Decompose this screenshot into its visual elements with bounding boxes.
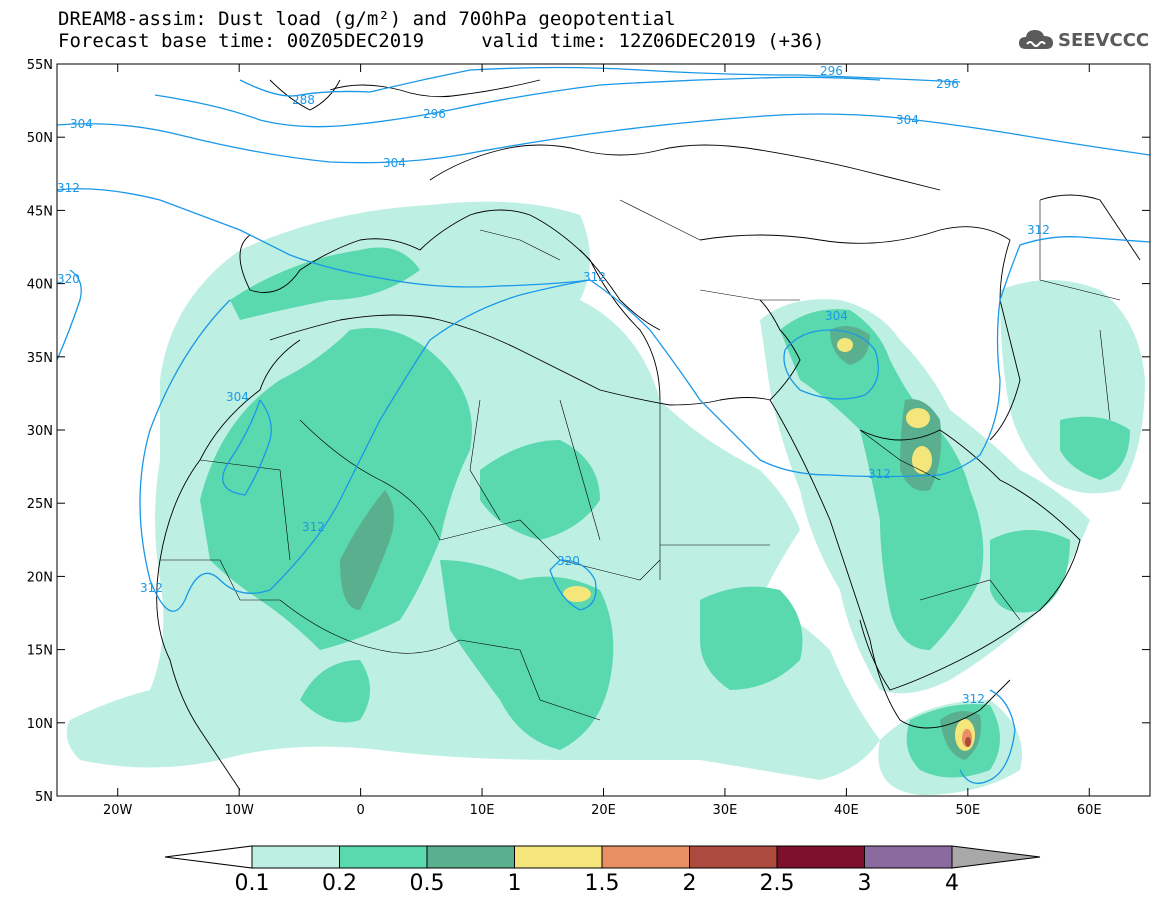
colorbar-label: 0.5 bbox=[410, 871, 445, 896]
longitude-axis: 20W 10W 0 10E 20E 30E 40E 50E 60E bbox=[103, 64, 1102, 818]
contour-label: 312 bbox=[868, 467, 891, 481]
logo-text: SEEVCCC bbox=[1058, 29, 1150, 51]
contour-labels: 296 296 296 288 304 304 304 304 304 312 … bbox=[57, 64, 1050, 706]
cloud-icon bbox=[1019, 30, 1053, 49]
lat-tick-label: 50N bbox=[27, 131, 53, 146]
contour-label: 312 bbox=[140, 581, 163, 595]
lat-tick-label: 45N bbox=[27, 204, 53, 219]
lat-tick-label: 20N bbox=[27, 570, 53, 585]
contour-label: 312 bbox=[1027, 223, 1050, 237]
contour-label: 296 bbox=[936, 77, 959, 91]
contour-label: 296 bbox=[820, 64, 843, 78]
contour-label: 296 bbox=[423, 107, 446, 121]
colorbar-swatch bbox=[689, 845, 778, 869]
colorbar-label: 1.5 bbox=[585, 871, 620, 896]
colorbar-labels: 0.1 0.2 0.5 1 1.5 2 2.5 3 4 bbox=[235, 871, 960, 896]
colorbar-swatch bbox=[514, 845, 603, 869]
contour-label: 304 bbox=[383, 156, 406, 170]
contour-label: 320 bbox=[57, 272, 80, 286]
lat-tick-label: 15N bbox=[27, 644, 53, 659]
colorbar: 0.1 0.2 0.5 1 1.5 2 2.5 3 4 bbox=[164, 845, 1041, 896]
contour-label: 304 bbox=[896, 113, 919, 127]
map-subtitle: Forecast base time: 00Z05DEC2019 valid t… bbox=[58, 30, 825, 52]
dust-field-medium bbox=[200, 247, 1130, 778]
contour-label: 312 bbox=[302, 520, 325, 534]
colorbar-label: 0.1 bbox=[235, 871, 270, 896]
colorbar-label: 1 bbox=[508, 871, 522, 896]
colorbar-label: 4 bbox=[945, 871, 959, 896]
colorbar-arrow-high bbox=[951, 845, 1041, 869]
geopotential-contours bbox=[57, 66, 1150, 784]
contour-label: 304 bbox=[825, 309, 848, 323]
lon-tick-label: 10E bbox=[470, 803, 495, 818]
colorbar-label: 2.5 bbox=[760, 871, 795, 896]
colorbar-arrow-low bbox=[164, 845, 253, 869]
colorbar-swatches bbox=[164, 845, 1041, 869]
colorbar-label: 2 bbox=[683, 871, 697, 896]
lat-tick-label: 5N bbox=[35, 790, 53, 805]
colorbar-swatch bbox=[601, 845, 690, 869]
colorbar-swatch bbox=[426, 845, 515, 869]
latitude-axis: 55N 50N 45N 40N 35N 30N 25N 20N 15N 10N 5N bbox=[27, 58, 1150, 805]
contour-label: 304 bbox=[70, 117, 93, 131]
colorbar-swatch bbox=[776, 845, 865, 869]
lon-tick-label: 30E bbox=[713, 803, 738, 818]
dust-field-max bbox=[962, 729, 972, 747]
contour-label: 312 bbox=[57, 181, 80, 195]
colorbar-swatch bbox=[339, 845, 428, 869]
map-title: DREAM8-assim: Dust load (g/m²) and 700hP… bbox=[58, 8, 676, 30]
lat-tick-label: 40N bbox=[27, 278, 53, 293]
contour-label: 288 bbox=[292, 93, 315, 107]
lon-tick-label: 10W bbox=[224, 803, 254, 818]
colorbar-swatch bbox=[864, 845, 953, 869]
colorbar-label: 0.2 bbox=[322, 871, 357, 896]
lat-tick-label: 30N bbox=[27, 424, 53, 439]
lon-tick-label: 50E bbox=[955, 803, 980, 818]
contour-label: 304 bbox=[226, 390, 249, 404]
lon-tick-label: 40E bbox=[834, 803, 859, 818]
lon-tick-label: 60E bbox=[1077, 803, 1102, 818]
lon-tick-label: 20E bbox=[591, 803, 616, 818]
map-area: 296 296 296 288 304 304 304 304 304 312 … bbox=[57, 64, 1150, 796]
contour-label: 312 bbox=[962, 692, 985, 706]
lat-tick-label: 10N bbox=[27, 717, 53, 732]
contour-label: 312 bbox=[583, 270, 606, 284]
lon-tick-label: 20W bbox=[103, 803, 133, 818]
coastlines bbox=[156, 79, 1141, 791]
lat-tick-label: 35N bbox=[27, 351, 53, 366]
country-borders bbox=[160, 199, 1121, 721]
contour-label: 320 bbox=[557, 554, 580, 568]
lat-tick-label: 25N bbox=[27, 497, 53, 512]
lat-tick-label: 55N bbox=[27, 58, 53, 73]
seevccc-logo: SEEVCCC bbox=[1018, 26, 1149, 54]
colorbar-swatch bbox=[251, 845, 340, 869]
lon-tick-label: 0 bbox=[356, 803, 364, 818]
colorbar-label: 3 bbox=[858, 871, 872, 896]
